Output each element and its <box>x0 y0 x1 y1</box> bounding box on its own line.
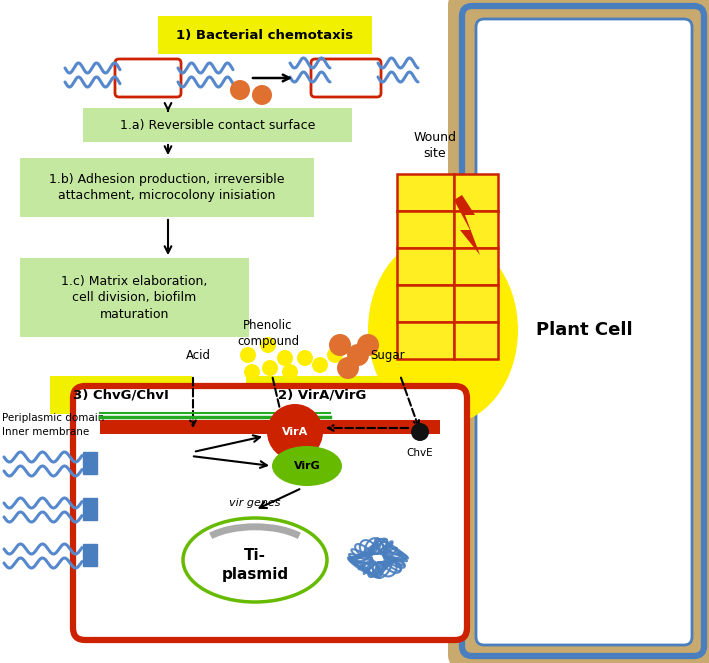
Ellipse shape <box>368 235 518 425</box>
Text: Plant Cell: Plant Cell <box>536 321 632 339</box>
Circle shape <box>230 80 250 100</box>
FancyBboxPatch shape <box>397 211 454 248</box>
Circle shape <box>297 350 313 366</box>
Polygon shape <box>146 424 188 472</box>
FancyBboxPatch shape <box>83 498 97 520</box>
Circle shape <box>329 334 351 356</box>
Text: VirG: VirG <box>294 461 320 471</box>
FancyBboxPatch shape <box>20 158 314 217</box>
FancyBboxPatch shape <box>397 285 454 322</box>
Text: Chv
I: Chv I <box>164 467 186 489</box>
Text: 1.a) Reversible contact surface: 1.a) Reversible contact surface <box>120 119 316 131</box>
Circle shape <box>312 357 328 373</box>
Text: 3) ChvG/ChvI: 3) ChvG/ChvI <box>73 389 169 402</box>
FancyBboxPatch shape <box>311 59 381 97</box>
FancyBboxPatch shape <box>454 285 498 322</box>
Text: VirA: VirA <box>282 427 308 437</box>
Text: Periplasmic domain: Periplasmic domain <box>2 413 104 423</box>
Ellipse shape <box>272 446 342 486</box>
FancyBboxPatch shape <box>246 376 398 414</box>
FancyBboxPatch shape <box>73 386 467 640</box>
Text: Phenolic
compound: Phenolic compound <box>237 319 299 348</box>
Circle shape <box>244 364 260 380</box>
Circle shape <box>347 344 369 366</box>
Text: 1.b) Adhesion production, irreversible
attachment, microcolony inisiation: 1.b) Adhesion production, irreversible a… <box>49 173 285 202</box>
FancyBboxPatch shape <box>83 108 352 142</box>
FancyBboxPatch shape <box>100 420 440 434</box>
Text: Sugar: Sugar <box>371 349 406 362</box>
FancyBboxPatch shape <box>50 376 192 414</box>
FancyBboxPatch shape <box>158 16 372 54</box>
Text: 1.c) Matrix elaboration,
cell division, biofilm
maturation: 1.c) Matrix elaboration, cell division, … <box>61 274 208 320</box>
Circle shape <box>357 334 379 356</box>
FancyBboxPatch shape <box>448 0 709 663</box>
FancyBboxPatch shape <box>476 19 692 645</box>
Circle shape <box>277 350 293 366</box>
Text: ChvE: ChvE <box>407 448 433 458</box>
Circle shape <box>262 360 278 376</box>
Circle shape <box>267 404 323 460</box>
Text: Acid: Acid <box>186 349 211 362</box>
Circle shape <box>411 423 429 441</box>
FancyBboxPatch shape <box>83 452 97 474</box>
Text: 1) Bacterial chemotaxis: 1) Bacterial chemotaxis <box>177 29 354 42</box>
Text: 2) VirA/VirG: 2) VirA/VirG <box>278 389 366 402</box>
FancyBboxPatch shape <box>83 544 97 566</box>
Circle shape <box>327 347 343 363</box>
FancyBboxPatch shape <box>454 248 498 285</box>
FancyBboxPatch shape <box>454 211 498 248</box>
Text: Wound
site: Wound site <box>413 131 457 160</box>
Text: vir genes: vir genes <box>229 498 281 508</box>
FancyBboxPatch shape <box>20 258 249 337</box>
FancyBboxPatch shape <box>454 322 498 359</box>
Circle shape <box>252 85 272 105</box>
Text: Chv
G: Chv G <box>156 438 178 458</box>
FancyBboxPatch shape <box>454 174 498 211</box>
Ellipse shape <box>183 518 327 602</box>
Circle shape <box>240 347 256 363</box>
Text: Inner membrane: Inner membrane <box>2 427 89 437</box>
Circle shape <box>282 364 298 380</box>
FancyBboxPatch shape <box>397 174 454 211</box>
FancyBboxPatch shape <box>397 322 454 359</box>
Circle shape <box>260 337 276 353</box>
Polygon shape <box>454 195 480 255</box>
Text: Ti-
plasmid: Ti- plasmid <box>221 548 289 582</box>
Circle shape <box>337 357 359 379</box>
FancyBboxPatch shape <box>397 248 454 285</box>
Polygon shape <box>155 454 196 502</box>
FancyBboxPatch shape <box>115 59 181 97</box>
